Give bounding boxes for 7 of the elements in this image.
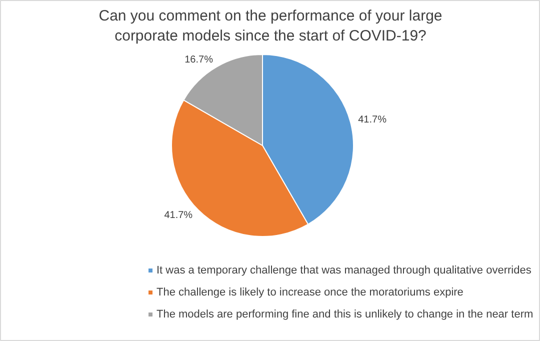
chart-title: Can you comment on the performance of your large corporate models since the start of COVID-19? — [98, 8, 442, 44]
data-label: 41.7% — [358, 114, 387, 126]
data-label: 16.7% — [184, 54, 214, 66]
legend-label: It was a temporary challenge that was managed through qualitative overrides — [156, 264, 532, 276]
data-label: 41.7% — [164, 210, 193, 222]
legend-label: The models are performing fine and this is unlikely to change in the near term — [156, 308, 534, 320]
legend-label: The challenge is likely to increase once the moratoriums expire — [156, 286, 464, 298]
